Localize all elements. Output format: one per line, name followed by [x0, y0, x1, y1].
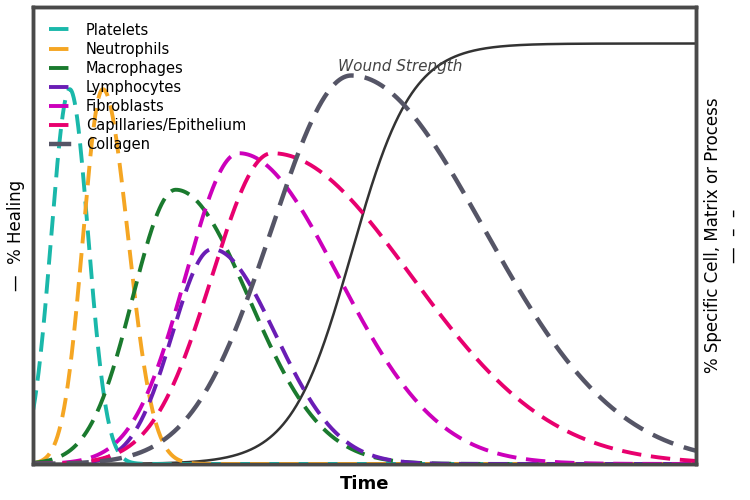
- Y-axis label: —  % Healing: — % Healing: [7, 180, 25, 291]
- Text: Wound Strength: Wound Strength: [338, 59, 463, 74]
- X-axis label: Time: Time: [340, 475, 389, 493]
- Legend: Platelets, Neutrophils, Macrophages, Lymphocytes, Fibroblasts, Capillaries/Epith: Platelets, Neutrophils, Macrophages, Lym…: [40, 14, 255, 161]
- Y-axis label: % Specific Cell, Matrix or Process
—  –  –: % Specific Cell, Matrix or Process — – –: [704, 98, 743, 374]
